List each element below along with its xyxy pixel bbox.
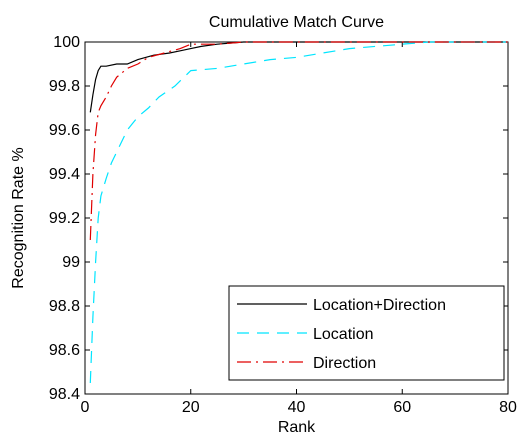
y-tick-label: 99.2 xyxy=(49,210,80,227)
legend-entry-label: Direction xyxy=(313,355,376,372)
series-lines xyxy=(89,41,508,384)
chart-title: Cumulative Match Curve xyxy=(209,14,384,31)
series-line-1 xyxy=(89,41,508,384)
y-tick-label: 100 xyxy=(53,34,80,51)
x-axis-label: Rank xyxy=(278,419,316,436)
x-tick-label: 20 xyxy=(182,399,200,416)
y-axis-label: Recognition Rate % xyxy=(10,147,27,288)
x-tick-label: 0 xyxy=(81,399,90,416)
legend: Location+Direction Location Direction xyxy=(228,285,505,381)
y-tick-label: 98.8 xyxy=(49,298,80,315)
x-tick-label: 80 xyxy=(499,399,517,416)
y-tick-label: 99.8 xyxy=(49,78,80,95)
legend-entry-label: Location xyxy=(313,326,374,343)
y-tick-label: 98.4 xyxy=(49,386,80,403)
y-tick-label: 99.6 xyxy=(49,122,80,139)
x-tick-label: 60 xyxy=(393,399,411,416)
y-tick-label: 99 xyxy=(62,254,80,271)
y-tick-label: 99.4 xyxy=(49,166,80,183)
legend-box xyxy=(228,285,505,381)
y-tick-label: 98.6 xyxy=(49,342,80,359)
legend-entry-label: Location+Direction xyxy=(313,297,446,314)
series-line-2 xyxy=(89,41,508,241)
x-tick-label: 40 xyxy=(288,399,306,416)
axis-ticks: 0 20 40 60 80 98.4 98.6 98.8 99 99.2 99.4 99.6 99.8 1… xyxy=(49,34,517,416)
